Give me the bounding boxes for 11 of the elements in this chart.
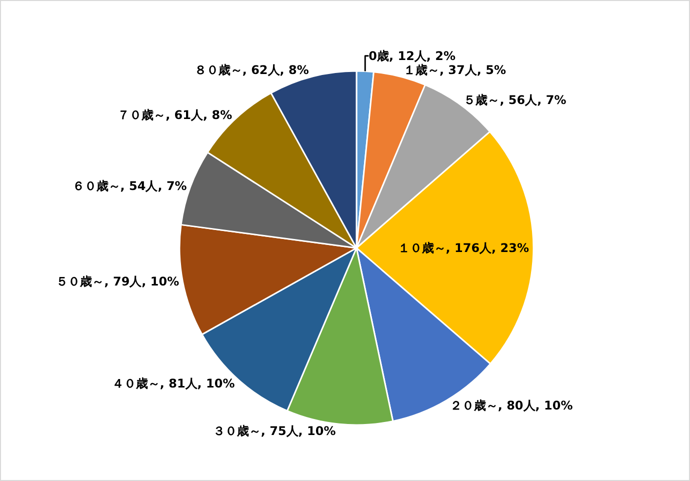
slice-label: ４０歳～, 81人, 10% <box>112 376 235 391</box>
slice-label: ３０歳～, 75人, 10% <box>212 424 336 438</box>
slice-label: ２０歳～, 80人, 10% <box>450 398 573 413</box>
slice-label: 0歳, 12人, 2% <box>368 48 456 63</box>
slice-label: １０歳～, 176人, 23% <box>398 240 530 255</box>
slice-label: ８０歳～, 62人, 8% <box>194 63 309 78</box>
slice-label: １歳～, 37人, 5% <box>403 62 506 77</box>
slice-label: ５０歳～, 79人, 10% <box>56 274 180 288</box>
slice-label: ７０歳～, 61人, 8% <box>118 108 232 122</box>
slice-label: ６０歳～, 54人, 7% <box>72 179 187 194</box>
slice-label: ５歳～, 56人, 7% <box>464 92 566 107</box>
